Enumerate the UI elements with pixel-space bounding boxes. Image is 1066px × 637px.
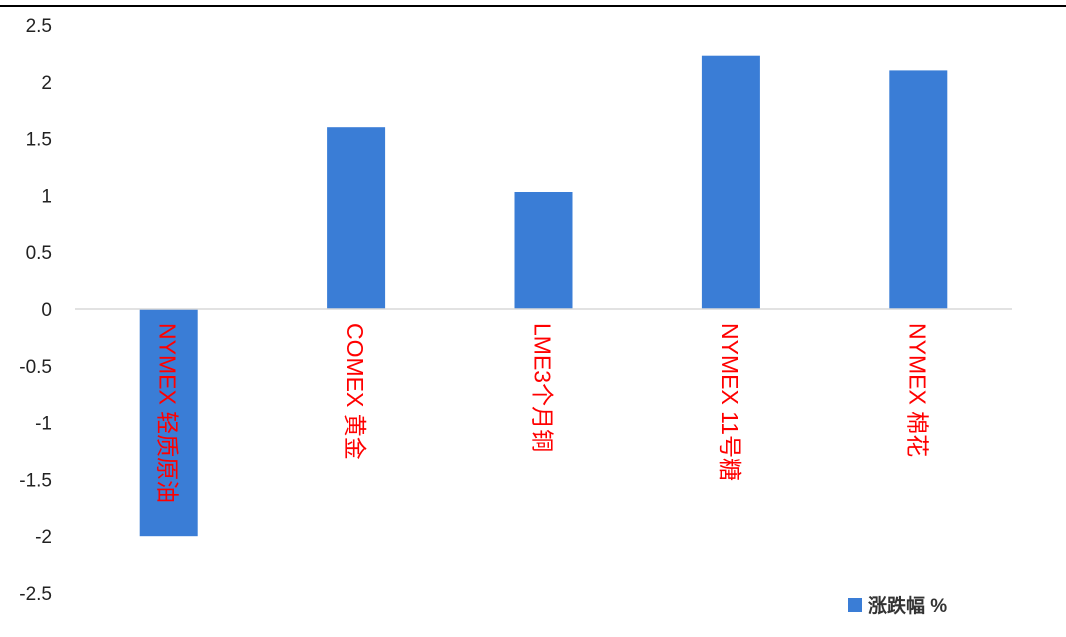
category-labels: NYMEX 轻质原油 COMEX 黄金 LME3个月铜 NYMEX 11号糖 NYMEX… (155, 323, 931, 503)
bar (889, 70, 948, 310)
category-label: NYMEX 轻质原油 (155, 323, 181, 503)
y-tick-label: 2 (41, 73, 52, 94)
category-label: LME3个月铜 (530, 323, 556, 452)
bars (139, 55, 948, 537)
y-tick-label: -1.5 (19, 470, 52, 491)
category-label: NYMEX 棉花 (904, 323, 930, 457)
y-tick-label: -1 (35, 414, 52, 435)
y-tick-label: -0.5 (19, 357, 52, 378)
category-label: COMEX 黄金 (342, 323, 368, 460)
bar (514, 192, 573, 309)
legend: 涨跌幅 % (848, 594, 947, 617)
y-axis-ticks: 2.5 2 1.5 1 0.5 0 -0.5 -1 -1.5 -2 -2.5 (19, 16, 52, 605)
y-tick-label: 0.5 (26, 243, 52, 264)
category-label: NYMEX 11号糖 (717, 323, 743, 481)
bar (327, 127, 386, 309)
y-tick-label: -2 (35, 527, 52, 548)
legend-label: 涨跌幅 % (868, 594, 947, 617)
y-tick-label: 2.5 (26, 16, 52, 37)
legend-swatch (848, 598, 862, 612)
y-tick-label: -2.5 (19, 584, 52, 605)
y-tick-label: 1.5 (26, 130, 52, 151)
y-tick-label: 1 (41, 186, 52, 207)
bar (701, 55, 760, 310)
y-tick-label: 0 (41, 300, 52, 321)
bar (139, 309, 198, 537)
